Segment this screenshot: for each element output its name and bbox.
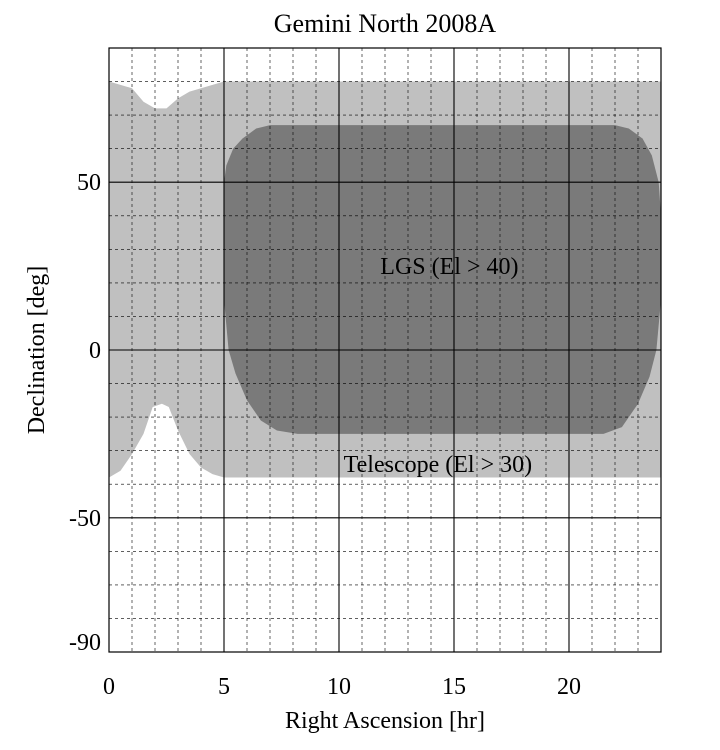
y-tick-label: 50 — [77, 170, 101, 196]
x-tick-label: 0 — [103, 674, 115, 700]
annotations: LGS (El > 40) Telescope (El > 30) — [344, 254, 532, 478]
annotation-0: LGS (El > 40) — [380, 254, 518, 280]
annotation-1: Telescope (El > 30) — [344, 452, 532, 478]
tick-labels: 0 5 10 15 20 50 0 -50 -90 — [69, 170, 581, 700]
chart-grid — [109, 48, 661, 652]
x-tick-label: 20 — [557, 674, 581, 700]
y-tick-label: -90 — [69, 630, 101, 656]
y-tick-label: -50 — [69, 506, 101, 532]
x-tick-label: 10 — [327, 674, 351, 700]
plot-frame — [108, 47, 662, 653]
area-series-1 — [224, 125, 661, 434]
chart-title: Gemini North 2008A — [274, 9, 497, 38]
x-tick-label: 5 — [218, 674, 230, 700]
y-tick-label: 0 — [89, 338, 101, 364]
x-axis-label: Right Ascension [hr] — [285, 708, 485, 734]
y-axis-label: Declination [deg] — [24, 266, 50, 435]
x-tick-label: 15 — [442, 674, 466, 700]
